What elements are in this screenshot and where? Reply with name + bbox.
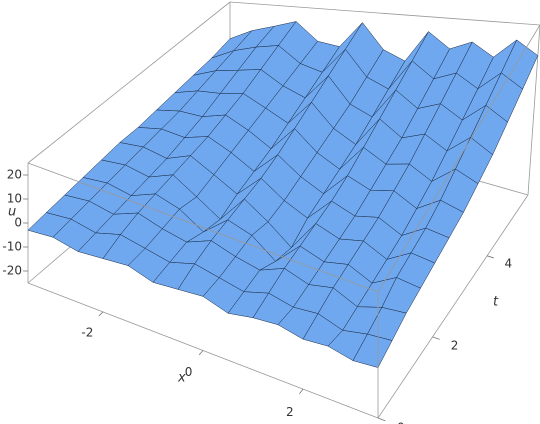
x-tick [98, 311, 104, 317]
box-edge [527, 24, 540, 196]
box-edge [229, 1, 540, 26]
x-tick-label: 2 [286, 405, 294, 419]
z-tick-label: 10 [7, 192, 22, 206]
x-tick-label: -2 [81, 325, 93, 339]
box-edge [377, 194, 529, 419]
z-tick-label: -20 [2, 264, 22, 278]
y-tick [377, 417, 386, 422]
y-tick-label: 4 [504, 257, 512, 271]
x-tick-label: 0 [185, 365, 193, 379]
x-axis-label: x [177, 371, 186, 386]
y-tick-label: 0 [397, 420, 405, 424]
box-edge [377, 24, 540, 293]
surface [27, 21, 539, 368]
box-edge [27, 162, 379, 293]
y-tick-label: 2 [451, 338, 459, 352]
y-tick [432, 336, 440, 340]
y-axis-label: t [493, 295, 499, 310]
z-tick-label: 0 [14, 216, 22, 230]
box-edge [27, 1, 231, 164]
z-axis-label: u [8, 205, 16, 220]
z-tick-label: -10 [2, 240, 22, 254]
y-tick [486, 255, 494, 259]
z-tick-label: 20 [7, 168, 22, 182]
x-tick [299, 388, 304, 394]
surface-patch [352, 333, 393, 368]
x-tick [198, 350, 204, 356]
